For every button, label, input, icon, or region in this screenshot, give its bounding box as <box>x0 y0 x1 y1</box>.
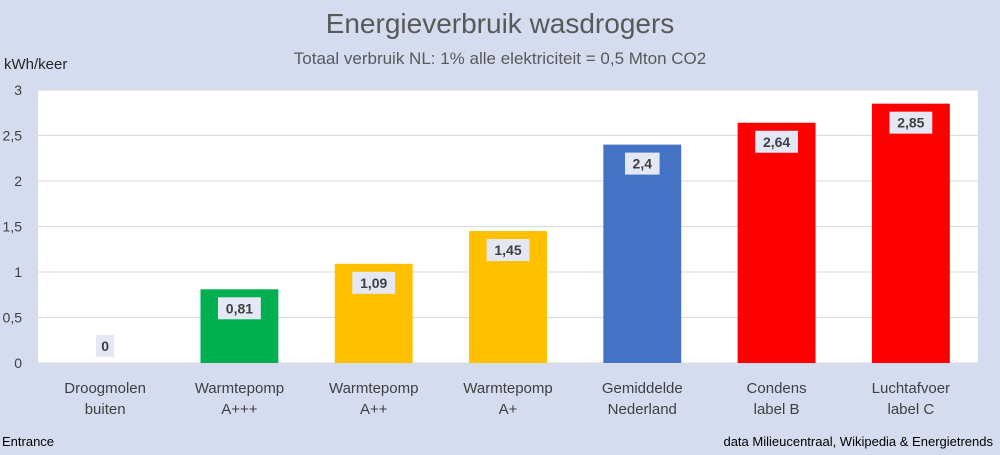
chart-subtitle: Totaal verbruik NL: 1% alle elektricitei… <box>294 49 706 68</box>
data-labels: 0 0,81 1,09 1,45 2,4 2,64 2,85 <box>96 111 933 357</box>
data-label: 2,64 <box>763 134 790 150</box>
bar <box>603 144 682 363</box>
y-axis-label: kWh/keer <box>4 56 67 73</box>
data-label: 0 <box>101 338 109 354</box>
x-category-label: Warmtepomp <box>329 380 418 397</box>
footer-brand: Entrance <box>2 434 54 449</box>
x-category-label: label C <box>888 401 935 418</box>
data-label-box <box>218 297 261 320</box>
x-category-label: Luchtafvoer <box>872 380 950 397</box>
y-tick-label: 1,5 <box>3 219 23 235</box>
data-label: 2,85 <box>897 115 924 131</box>
x-category-label: Gemiddelde <box>602 380 683 397</box>
data-label-box <box>352 271 396 294</box>
data-label-box <box>96 335 115 357</box>
y-tick-label: 0,5 <box>3 310 23 326</box>
data-label-box <box>889 111 933 134</box>
x-category-label: buiten <box>85 401 126 418</box>
y-tick-label: 1 <box>14 264 22 280</box>
y-axis-ticks: 0 0,5 1 1,5 2 2,5 3 <box>3 82 23 371</box>
x-category-label: A++ <box>360 401 388 418</box>
bar <box>737 122 816 363</box>
x-category-label: Droogmolen <box>64 380 146 397</box>
x-category-label: Condens <box>747 380 807 397</box>
bar <box>871 103 950 364</box>
y-tick-label: 2,5 <box>3 128 23 144</box>
x-category-label: Warmtepomp <box>463 380 552 397</box>
x-category-label: Warmtepomp <box>195 380 284 397</box>
data-label: 2,4 <box>633 156 653 172</box>
x-category-label: Nederland <box>608 401 677 418</box>
footer-source: data Milieucentraal, Wikipedia & Energie… <box>723 434 993 449</box>
data-label-box <box>486 239 530 262</box>
data-label: 1,09 <box>360 275 387 291</box>
y-tick-label: 3 <box>14 82 22 98</box>
x-category-label: A+++ <box>221 401 258 418</box>
data-label: 1,45 <box>494 242 521 258</box>
x-category-label: label B <box>754 401 800 418</box>
x-category-label: A+ <box>499 401 518 418</box>
y-tick-label: 0 <box>14 355 22 371</box>
data-label: 0,81 <box>226 300 253 316</box>
y-tick-label: 2 <box>14 173 22 189</box>
data-label-box <box>624 152 660 175</box>
chart-title: Energieverbruik wasdrogers <box>326 8 675 39</box>
data-label-box <box>755 130 798 153</box>
x-axis-categories: Droogmolen buiten Warmtepomp A+++ Warmtepomp… <box>64 380 950 418</box>
